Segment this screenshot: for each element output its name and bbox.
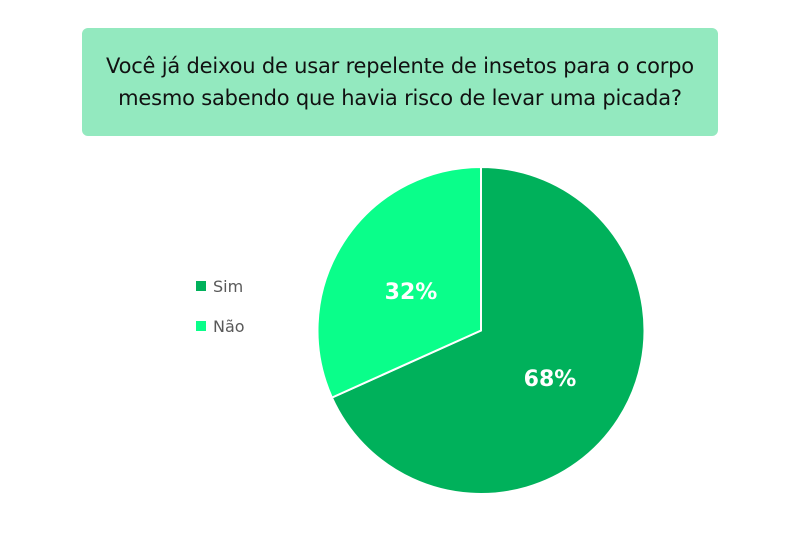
pie-slice-nao xyxy=(316,165,482,399)
data-label-sim: 68% xyxy=(524,367,577,392)
chart-title: Você já deixou de usar repelente de inse… xyxy=(106,54,694,110)
legend-swatch-sim xyxy=(196,281,206,291)
legend-label-sim: Sim xyxy=(213,276,244,296)
legend-swatch-nao xyxy=(196,321,206,331)
chart-title-box: Você já deixou de usar repelente de inse… xyxy=(82,28,718,136)
legend-label-nao: Não xyxy=(213,316,245,336)
data-label-nao: 32% xyxy=(385,280,438,305)
legend: Sim Não xyxy=(196,276,245,356)
legend-item-nao: Não xyxy=(196,316,245,336)
legend-item-sim: Sim xyxy=(196,276,245,296)
pie-slice-sim xyxy=(330,165,646,495)
